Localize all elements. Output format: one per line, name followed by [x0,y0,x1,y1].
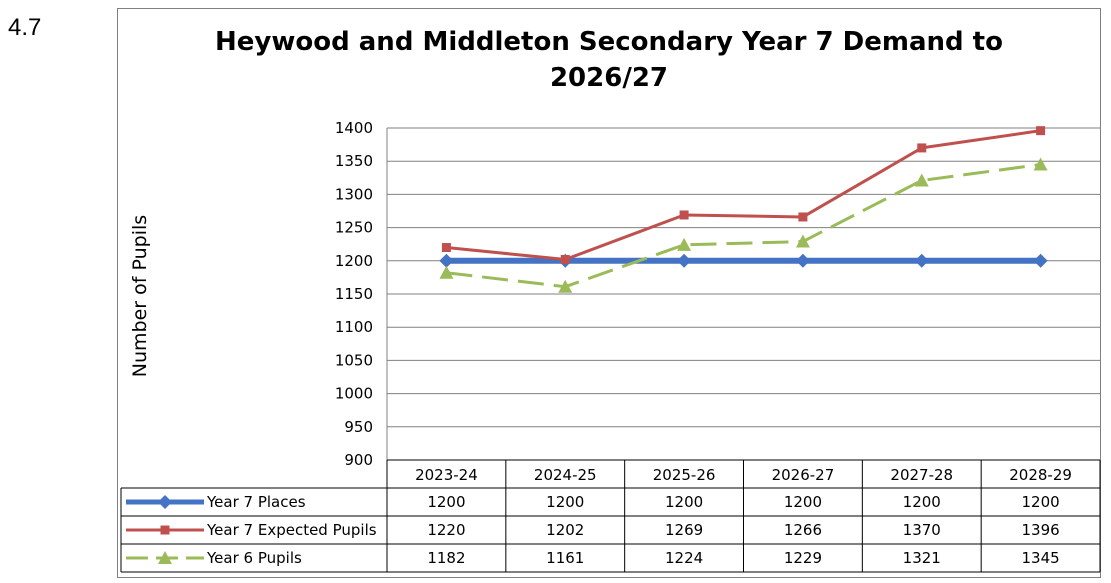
chart-title-line-2: 2026/27 [549,63,669,93]
data-point [1033,253,1048,268]
data-point [558,279,573,293]
data-label: 1269 [665,521,703,539]
data-label: 1396 [1021,521,1059,539]
chart-title-line-1: Heywood and Middleton Secondary Year 7 D… [215,27,1003,57]
x-category-label: 2024-25 [534,466,597,484]
data-label: 1224 [665,549,703,567]
data-point [679,210,689,220]
data-label: 1200 [665,493,703,511]
y-tick-label: 1350 [335,152,373,170]
y-tick-label: 950 [344,418,373,436]
data-label: 1229 [784,549,822,567]
y-tick-label: 900 [344,451,373,469]
legend-series-name: Year 7 Expected Pupils [206,521,377,539]
data-point [439,265,454,279]
series-1 [441,126,1046,264]
data-label: 1200 [784,493,822,511]
legend-key-marker [158,495,172,509]
data-label: 1200 [903,493,941,511]
data-point [441,243,451,253]
legend-key-marker [158,551,172,564]
data-label: 1321 [903,549,941,567]
series-0 [439,253,1048,268]
series-line-2 [446,163,1041,289]
section-number: 4.7 [8,14,42,41]
x-category-label: 2025-26 [653,466,716,484]
chart-frame [117,8,1101,578]
data-point [914,173,929,187]
data-point [560,254,570,264]
data-point [1033,157,1048,171]
data-label: 1370 [903,521,941,539]
data-label: 1182 [427,549,465,567]
y-tick-label: 1150 [335,285,373,303]
data-point [914,253,929,268]
legend-series-name: Year 6 Pupils [206,549,302,567]
data-label: 1345 [1021,549,1059,567]
data-point [677,253,692,268]
y-tick-label: 1400 [335,119,373,137]
series-line-1 [446,129,1041,261]
data-label: 1200 [427,493,465,511]
y-tick-label: 1250 [335,219,373,237]
legend-series-name: Year 7 Places [206,493,306,511]
data-label: 1266 [784,521,822,539]
data-point [677,237,692,251]
data-label: 1161 [546,549,584,567]
x-category-label: 2027-28 [890,466,953,484]
y-tick-label: 1000 [335,385,373,403]
data-label: 1200 [546,493,584,511]
data-point [795,234,810,248]
y-tick-label: 1200 [335,252,373,270]
data-point [795,253,810,268]
data-label: 1202 [546,521,584,539]
data-label: 1220 [427,521,465,539]
y-tick-label: 1300 [335,185,373,203]
data-point [798,212,808,222]
x-category-label: 2026-27 [772,466,835,484]
data-label: 1200 [1021,493,1059,511]
legend-key-marker [160,525,170,535]
series-2 [439,157,1048,293]
x-category-label: 2023-24 [415,466,478,484]
data-point [1036,126,1046,136]
y-tick-label: 1100 [335,318,373,336]
y-tick-label: 1050 [335,351,373,369]
data-point [439,253,454,268]
data-point [917,143,927,153]
x-category-label: 2028-29 [1009,466,1072,484]
chart-title: Heywood and Middleton Secondary Year 7 D… [117,24,1101,96]
